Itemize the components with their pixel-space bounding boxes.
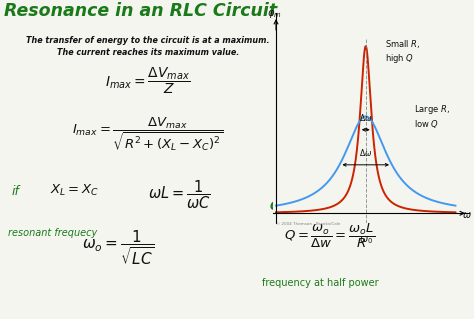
Text: The transfer of energy to the circuit is at a maximum.: The transfer of energy to the circuit is… — [26, 36, 270, 45]
Text: resonant frequecy: resonant frequecy — [8, 228, 97, 238]
Text: $\omega_o = \dfrac{1}{\sqrt{LC}}$: $\omega_o = \dfrac{1}{\sqrt{LC}}$ — [82, 228, 155, 267]
Text: © 2004 Thomson - Brooks/Cole: © 2004 Thomson - Brooks/Cole — [276, 222, 340, 226]
Text: $I_{max} = \dfrac{\Delta V_{max}}{Z}$: $I_{max} = \dfrac{\Delta V_{max}}{Z}$ — [105, 65, 191, 96]
Text: $\Delta\omega$: $\Delta\omega$ — [359, 112, 373, 123]
Text: $\omega$: $\omega$ — [462, 210, 472, 220]
Text: Resonance in an RLC Circuit: Resonance in an RLC Circuit — [4, 2, 277, 20]
Text: $\Delta\omega$: $\Delta\omega$ — [359, 147, 373, 159]
Text: $\omega L = \dfrac{1}{\omega C}$: $\omega L = \dfrac{1}{\omega C}$ — [148, 178, 211, 211]
Text: $I_{max} = \dfrac{\Delta V_{max}}{\sqrt{R^2 + (X_L - X_C)^2}}$: $I_{max} = \dfrac{\Delta V_{max}}{\sqrt{… — [72, 115, 224, 153]
Text: Small $R$,
high $Q$: Small $R$, high $Q$ — [385, 38, 420, 65]
Text: $\varphi_m$: $\varphi_m$ — [267, 8, 282, 20]
Text: if: if — [12, 185, 20, 198]
Text: frequency at half power: frequency at half power — [262, 278, 379, 288]
Text: Large $R$,
low $Q$: Large $R$, low $Q$ — [414, 103, 450, 130]
Text: $\omega_0$: $\omega_0$ — [359, 234, 373, 246]
Text: $X_L = X_C$: $X_L = X_C$ — [50, 183, 99, 198]
Text: The current reaches its maximum value.: The current reaches its maximum value. — [57, 48, 239, 57]
Text: Quality Factor: Quality Factor — [270, 200, 363, 213]
Text: $Q = \dfrac{\omega_o}{\Delta w} = \dfrac{\omega_o L}{R}$: $Q = \dfrac{\omega_o}{\Delta w} = \dfrac… — [284, 222, 375, 250]
